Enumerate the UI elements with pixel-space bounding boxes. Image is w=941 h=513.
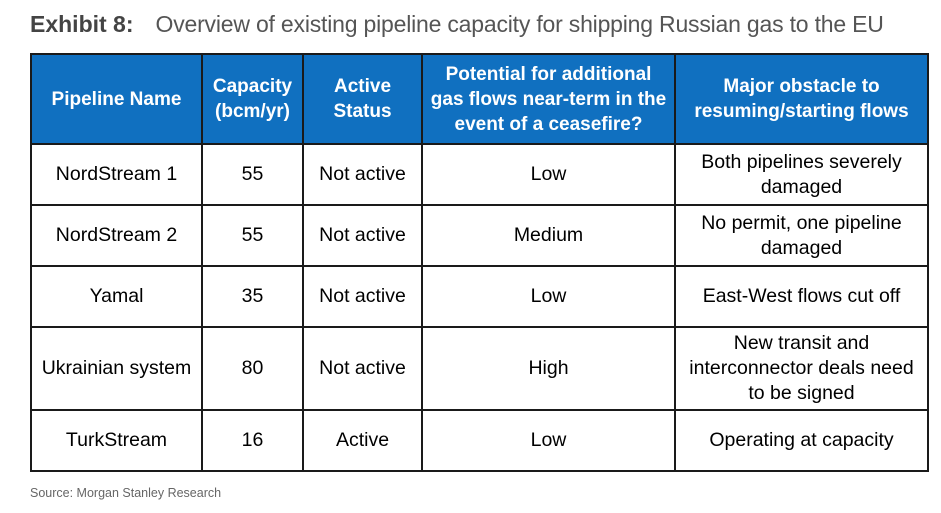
cell-capacity: 35 — [201, 265, 304, 328]
header-potential-flows: Potential for additional gas flows near-… — [421, 53, 676, 145]
table-header-row: Pipeline Name Capacity (bcm/yr) Active S… — [30, 53, 929, 145]
cell-major-obstacle: Both pipelines severely damaged — [674, 143, 929, 206]
cell-pipeline-name: Ukrainian system — [30, 326, 203, 411]
source-note: Source: Morgan Stanley Research — [30, 486, 222, 500]
cell-active-status: Not active — [302, 265, 423, 328]
cell-capacity: 16 — [201, 409, 304, 472]
cell-major-obstacle: East-West flows cut off — [674, 265, 929, 328]
table-row: NordStream 2 55 Not active Medium No per… — [30, 204, 929, 267]
cell-major-obstacle: Operating at capacity — [674, 409, 929, 472]
cell-capacity: 55 — [201, 143, 304, 206]
cell-major-obstacle: No permit, one pipeline damaged — [674, 204, 929, 267]
table-row: Yamal 35 Not active Low East-West flows … — [30, 265, 929, 328]
table-row: Ukrainian system 80 Not active High New … — [30, 326, 929, 411]
cell-potential-flows: Low — [421, 143, 676, 206]
cell-pipeline-name: TurkStream — [30, 409, 203, 472]
cell-pipeline-name: NordStream 2 — [30, 204, 203, 267]
cell-potential-flows: Medium — [421, 204, 676, 267]
cell-active-status: Not active — [302, 204, 423, 267]
header-major-obstacle: Major obstacle to resuming/starting flow… — [674, 53, 929, 145]
exhibit-label: Exhibit 8: — [30, 11, 134, 37]
exhibit-title: Exhibit 8: Overview of existing pipeline … — [30, 10, 884, 38]
cell-pipeline-name: NordStream 1 — [30, 143, 203, 206]
header-active-status: Active Status — [302, 53, 423, 145]
cell-major-obstacle: New transit and interconnector deals nee… — [674, 326, 929, 411]
cell-potential-flows: High — [421, 326, 676, 411]
exhibit-caption: Overview of existing pipeline capacity f… — [155, 11, 884, 37]
header-capacity: Capacity (bcm/yr) — [201, 53, 304, 145]
table-row: NordStream 1 55 Not active Low Both pipe… — [30, 143, 929, 206]
cell-active-status: Not active — [302, 326, 423, 411]
cell-potential-flows: Low — [421, 265, 676, 328]
cell-potential-flows: Low — [421, 409, 676, 472]
cell-capacity: 55 — [201, 204, 304, 267]
table-row: TurkStream 16 Active Low Operating at ca… — [30, 409, 929, 472]
header-pipeline-name: Pipeline Name — [30, 53, 203, 145]
cell-capacity: 80 — [201, 326, 304, 411]
pipeline-capacity-table: Pipeline Name Capacity (bcm/yr) Active S… — [30, 53, 929, 472]
cell-active-status: Active — [302, 409, 423, 472]
cell-active-status: Not active — [302, 143, 423, 206]
cell-pipeline-name: Yamal — [30, 265, 203, 328]
